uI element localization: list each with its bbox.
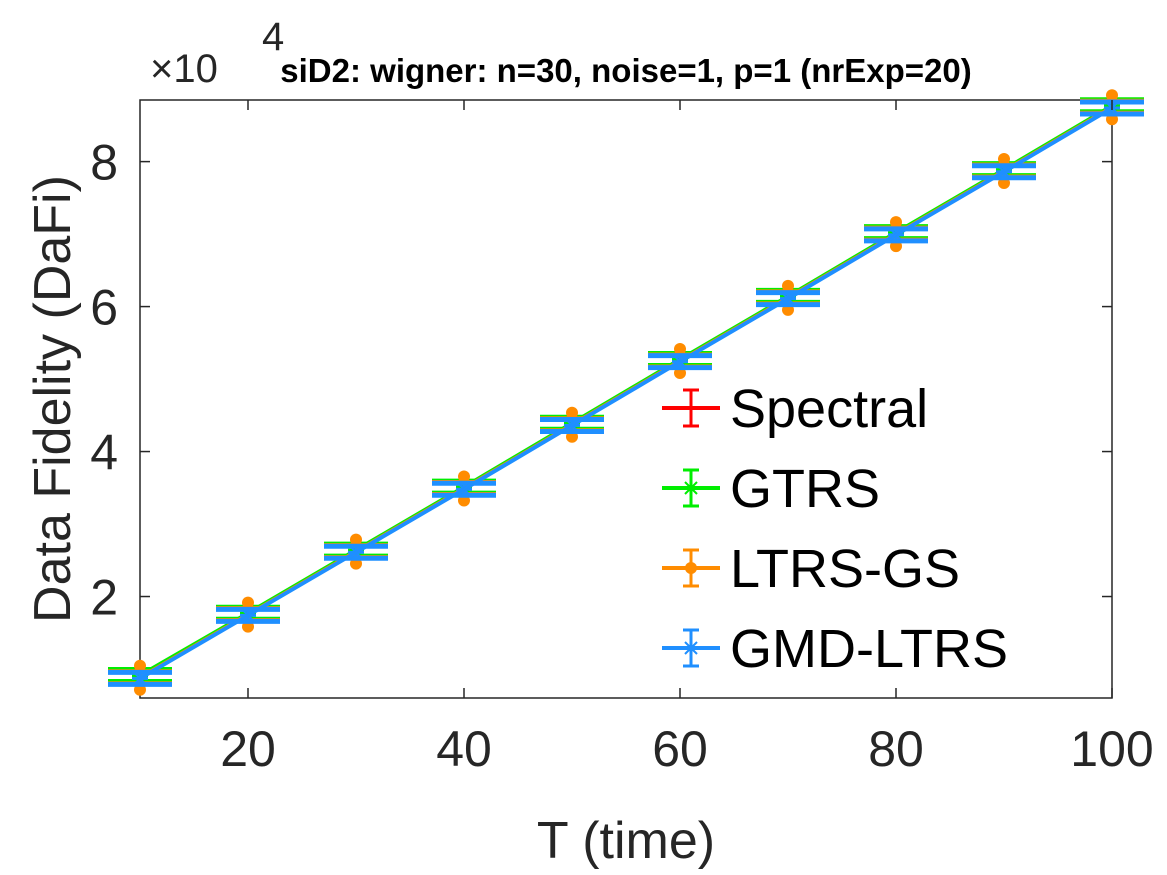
- data-point: [674, 342, 686, 355]
- data-point-d2: [349, 545, 363, 560]
- series-gmd-ltrs: [108, 99, 1144, 687]
- legend-label: LTRS-GS: [730, 539, 960, 599]
- legend-label: GTRS: [730, 459, 880, 519]
- y-axis-label: Data Fidelity (DaFi): [24, 175, 82, 623]
- data-point-d2: [781, 291, 795, 306]
- legend-marker-d2: [684, 641, 698, 655]
- data-point-d2: [673, 354, 687, 369]
- x-axis-label: T (time): [537, 812, 715, 870]
- legend-label: GMD-LTRS: [730, 619, 1008, 679]
- y-tick-label: 8: [90, 135, 118, 191]
- y-tick-label: 6: [90, 280, 118, 336]
- data-point: [1106, 89, 1118, 102]
- chart-title: siD2: wigner: n=30, noise=1, p=1 (nrExp=…: [280, 52, 971, 89]
- data-point: [782, 279, 794, 292]
- legend-label: Spectral: [730, 379, 928, 439]
- data-point: [458, 470, 470, 483]
- legend-item-gmd-ltrs: GMD-LTRS: [662, 619, 1008, 679]
- y-exponent-base: ×10: [150, 47, 218, 91]
- x-tick-label: 100: [1070, 721, 1153, 777]
- legend-item-spectral: Spectral: [662, 379, 928, 439]
- data-point-d2: [457, 482, 471, 496]
- data-point-d2: [241, 608, 255, 623]
- data-point-d2: [889, 228, 903, 242]
- data-point-d2: [133, 671, 147, 686]
- x-tick-label: 20: [220, 721, 276, 777]
- data-point: [998, 153, 1010, 166]
- data-point: [566, 406, 578, 419]
- data-point: [242, 596, 254, 609]
- legend-marker-d2: [684, 481, 698, 495]
- y-tick-label: 2: [90, 570, 118, 626]
- y-exponent-power: 4: [262, 15, 284, 59]
- legend-item-gtrs: GTRS: [662, 459, 880, 519]
- x-tick-label: 40: [436, 721, 492, 777]
- legend-marker: [685, 562, 697, 574]
- series-layer: [108, 89, 1144, 696]
- data-point-d2: [565, 418, 579, 433]
- legend-item-ltrs-gs: LTRS-GS: [662, 539, 960, 599]
- y-tick-label: 4: [90, 425, 118, 481]
- ticks-layer: 20 40 60 80 100 2 4 6 8: [90, 100, 1154, 777]
- data-point-d2: [997, 165, 1011, 179]
- data-point: [890, 216, 902, 229]
- series-line: [138, 106, 1114, 681]
- x-tick-label: 80: [868, 721, 924, 777]
- x-tick-label: 60: [652, 721, 708, 777]
- data-point: [350, 533, 362, 546]
- data-point: [134, 659, 146, 672]
- legend: Spectral GTRS LTRS-GS GMD-LTRS: [662, 379, 1008, 679]
